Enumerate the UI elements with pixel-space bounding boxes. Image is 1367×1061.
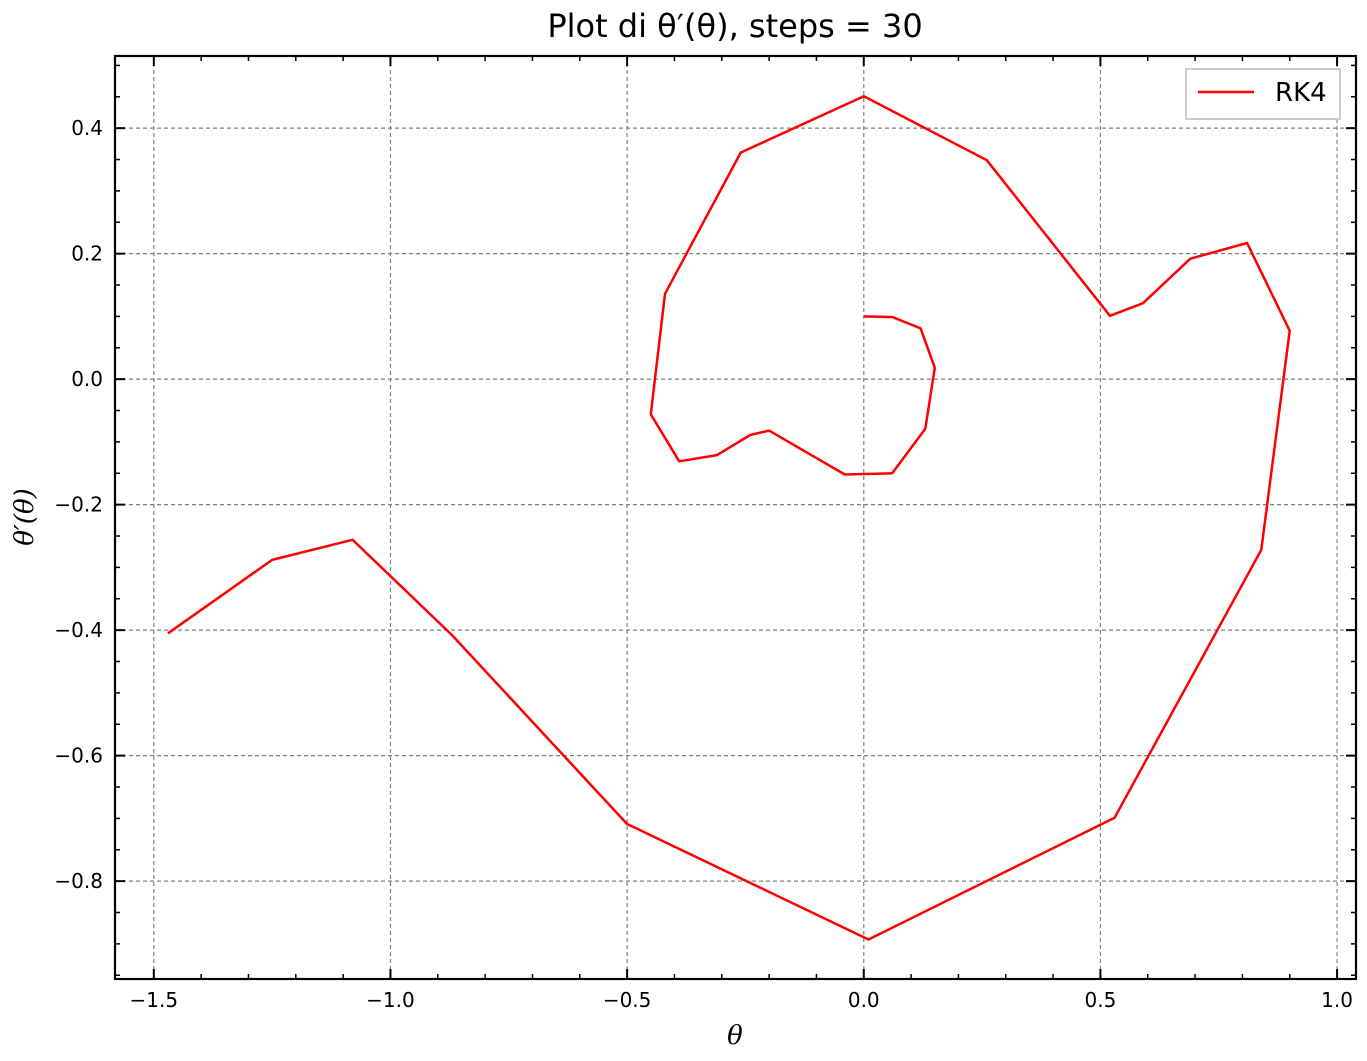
y-tick-label: −0.2	[54, 493, 103, 517]
chart-title: Plot di θ′(θ), steps = 30	[547, 7, 922, 45]
series-layer	[167, 94, 1291, 941]
tick-labels: −1.5 −1.0 −0.5 0.0 0.5 1.0 0.4 0.2 0.0 −0.2 −0.4 −0…	[54, 116, 1353, 1012]
y-tick-label: −0.4	[54, 618, 103, 642]
y-tick-label: −0.8	[54, 869, 103, 893]
plot-frame	[113, 54, 1358, 981]
legend-label: RK4	[1275, 78, 1327, 108]
axis-ticks	[115, 56, 1356, 979]
x-tick-label: −1.0	[366, 988, 415, 1012]
y-tick-label: 0.4	[71, 116, 103, 140]
x-tick-label: 0.5	[1085, 988, 1117, 1012]
x-tick-label: 0.0	[848, 988, 880, 1012]
y-tick-label: 0.2	[71, 242, 103, 266]
x-axis-label: θ	[727, 1021, 743, 1051]
legend: RK4	[1185, 68, 1341, 120]
x-tick-label: −1.5	[130, 988, 179, 1012]
y-axis-label: θ′(θ)	[10, 488, 40, 546]
x-tick-label: −0.5	[603, 988, 652, 1012]
y-tick-label: 0.0	[71, 367, 103, 391]
grid-lines	[115, 56, 1356, 979]
y-tick-label: −0.6	[54, 744, 103, 768]
x-tick-label: 1.0	[1321, 988, 1353, 1012]
legend-box	[1185, 68, 1341, 120]
series-line-rk4	[167, 94, 1291, 941]
